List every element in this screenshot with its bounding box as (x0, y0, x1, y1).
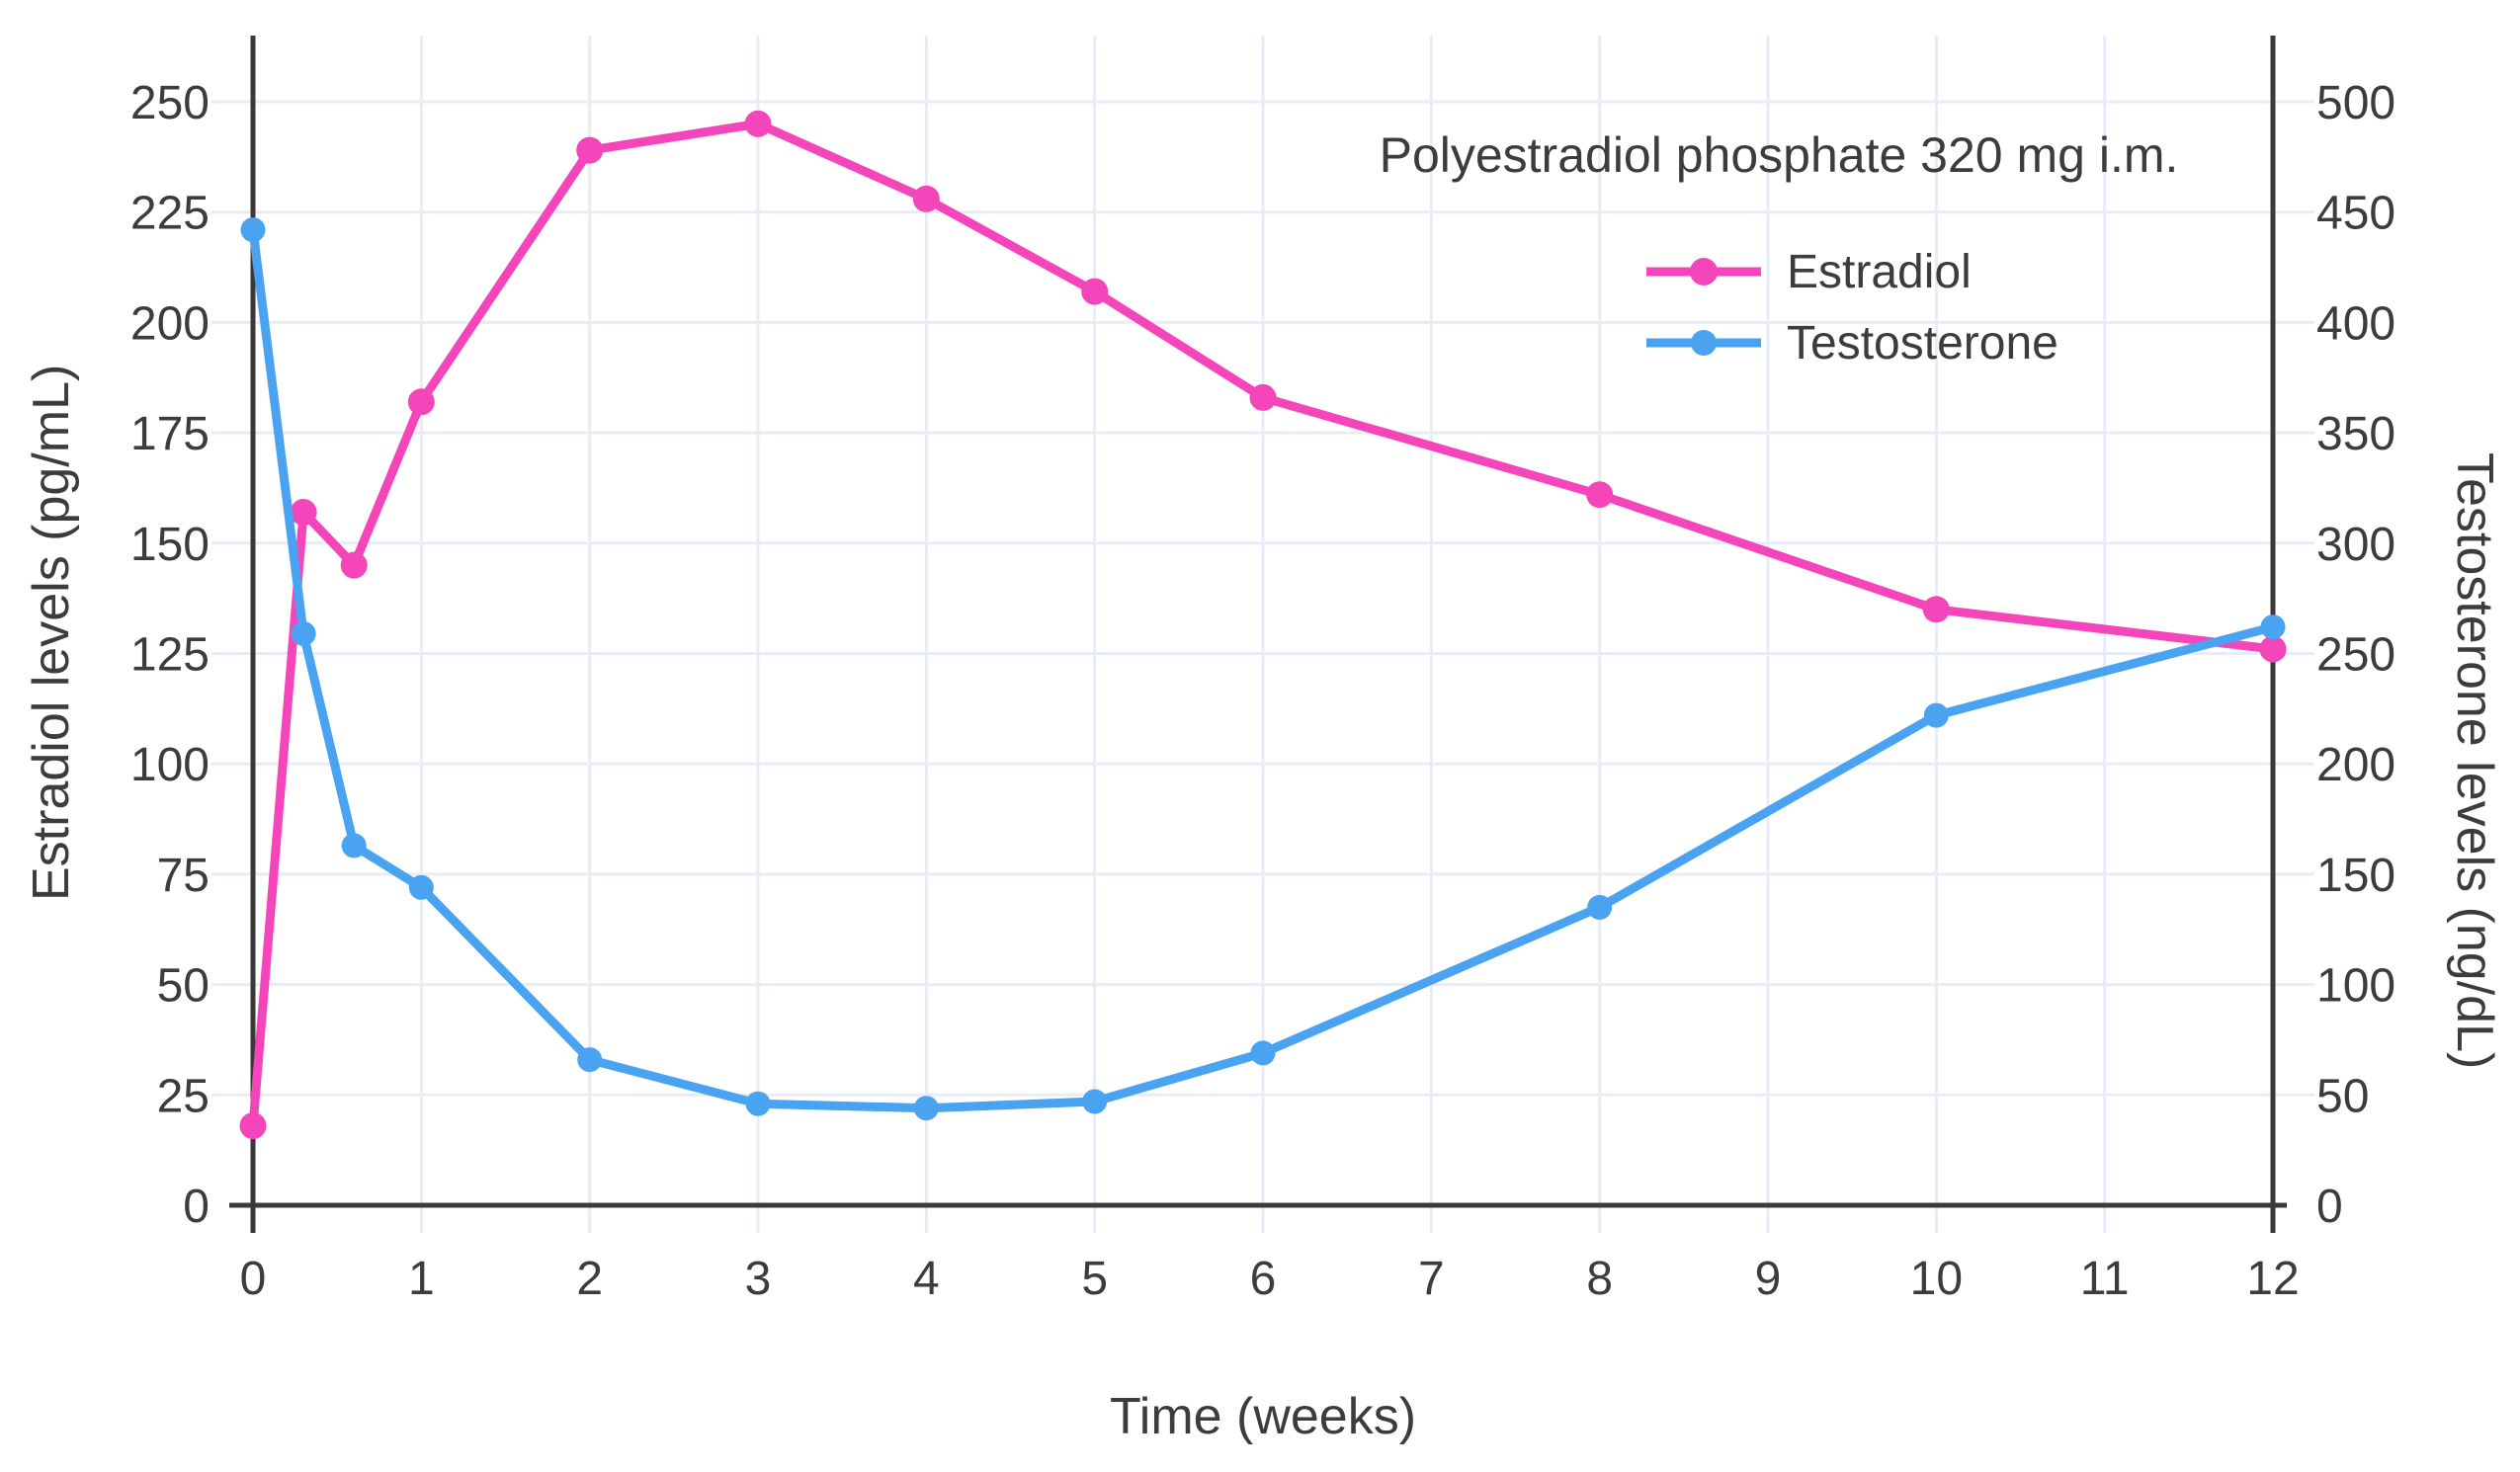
testosterone-data-point (240, 217, 266, 243)
y-left-tick-label: 175 (130, 408, 210, 460)
testosterone-data-point (2260, 614, 2286, 640)
x-tick-label: 10 (1910, 1253, 1963, 1305)
right-axis-title: Testosterone levels (ng/dL) (2446, 451, 2503, 1070)
y-right-tick-label: 200 (2316, 739, 2395, 791)
x-tick-label: 4 (913, 1253, 940, 1305)
testosterone-data-point (341, 833, 367, 859)
estradiol-data-point (407, 388, 435, 416)
testosterone-data-point (913, 1096, 939, 1121)
y-left-tick-label: 125 (130, 629, 210, 682)
y-right-tick-label: 0 (2316, 1181, 2343, 1233)
x-tick-label: 11 (2080, 1253, 2130, 1305)
x-tick-label: 1 (408, 1253, 435, 1305)
y-left-tick-label: 250 (130, 77, 210, 129)
legend-label-estradiol: Estradiol (1787, 245, 1972, 298)
y-right-tick-label: 100 (2316, 960, 2395, 1013)
x-tick-label: 5 (1081, 1253, 1108, 1305)
legend-item-testosterone[interactable]: Testosterone (1642, 316, 2058, 369)
left-axis-title: Estradiol levels (pg/mL) (23, 364, 80, 901)
x-axis-title: Time (weeks) (1109, 1388, 1417, 1445)
estradiol-data-point (239, 1112, 267, 1140)
y-left-tick-label: 200 (130, 297, 210, 350)
testosterone-data-point (1587, 894, 1613, 920)
x-tick-label: 8 (1586, 1253, 1613, 1305)
chart-annotation: Polyestradiol phosphate 320 mg i.m. (1379, 127, 2179, 183)
testosterone-data-point (577, 1047, 603, 1073)
x-tick-label: 3 (745, 1253, 772, 1305)
estradiol-data-point (576, 136, 604, 164)
testosterone-line (248, 225, 2278, 1113)
x-tick-label: 9 (1755, 1253, 1782, 1305)
y-left-tick-label: 25 (157, 1070, 210, 1122)
legend-item-estradiol[interactable]: Estradiol (1642, 245, 2058, 298)
y-right-tick-label: 300 (2316, 519, 2395, 571)
x-tick-label: 2 (576, 1253, 603, 1305)
estradiol-data-point (1081, 278, 1109, 305)
x-tick-label: 7 (1418, 1253, 1445, 1305)
testosterone-data-point (1082, 1089, 1108, 1114)
legend: Estradiol Testosterone (1642, 245, 2058, 369)
x-tick-label: 6 (1250, 1253, 1277, 1305)
y-left-tick-label: 100 (130, 739, 210, 791)
y-left-tick-label: 75 (157, 850, 210, 902)
testosterone-data-point (1250, 1040, 1276, 1066)
y-left-tick-label: 150 (130, 519, 210, 571)
y-right-tick-label: 50 (2316, 1070, 2369, 1122)
y-right-tick-label: 400 (2316, 297, 2395, 350)
estradiol-data-point (1922, 596, 1950, 623)
y-right-tick-label: 500 (2316, 77, 2395, 129)
y-left-tick-label: 50 (157, 960, 210, 1013)
x-tick-label: 12 (2246, 1253, 2299, 1305)
estradiol-data-point (912, 185, 940, 212)
legend-label-testosterone: Testosterone (1787, 316, 2058, 369)
testosterone-data-point (408, 874, 434, 900)
estradiol-data-point (2259, 635, 2287, 663)
x-tick-label: 0 (240, 1253, 267, 1305)
estradiol-data-point (1249, 383, 1277, 411)
y-right-tick-label: 450 (2316, 188, 2395, 240)
estradiol-legend-swatch (1646, 258, 1761, 286)
testosterone-legend-swatch (1646, 330, 1761, 356)
estradiol-data-point (1586, 481, 1614, 509)
estradiol-data-point (340, 551, 368, 579)
y-right-tick-label: 350 (2316, 408, 2395, 460)
estradiol-data-point (744, 110, 772, 137)
y-right-tick-label: 150 (2316, 850, 2395, 902)
y-left-tick-label: 0 (183, 1181, 210, 1233)
y-left-tick-label: 225 (130, 188, 210, 240)
y-right-tick-label: 250 (2316, 629, 2395, 682)
testosterone-data-point (1923, 702, 1949, 728)
testosterone-data-point (745, 1091, 771, 1116)
estradiol-data-point (290, 499, 317, 526)
testosterone-data-point (291, 620, 316, 646)
